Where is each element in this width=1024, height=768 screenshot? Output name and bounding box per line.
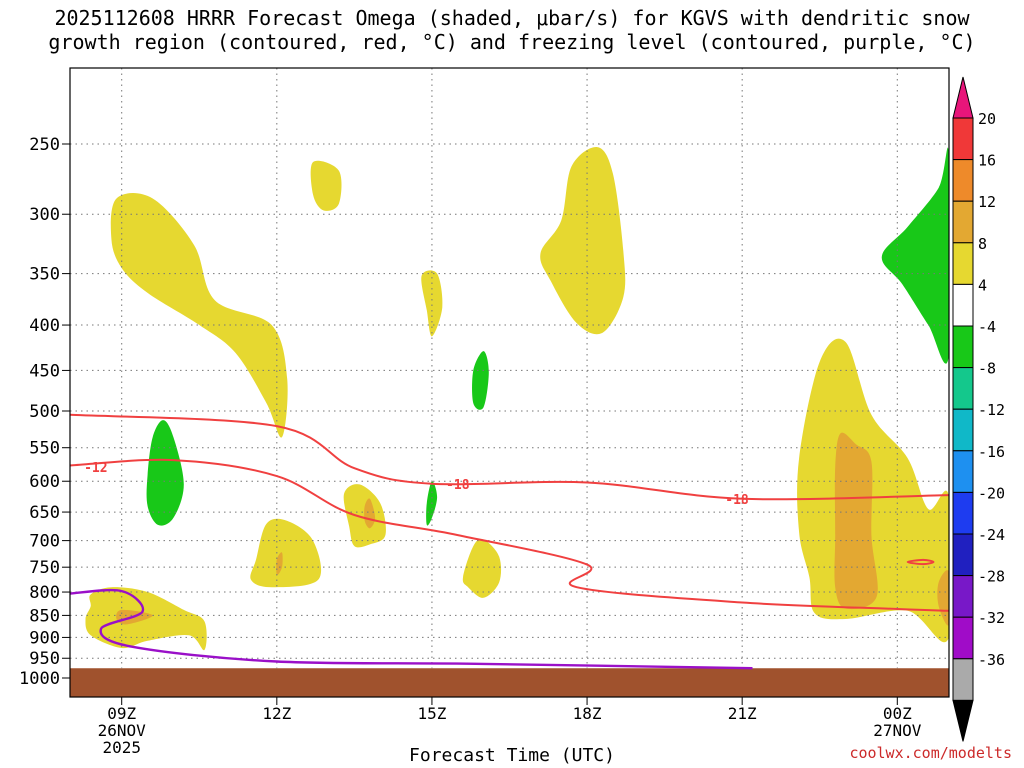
colorbar-band-13 [952, 616, 974, 660]
chart-title-line-2: growth region (contoured, red, °C) and f… [48, 30, 976, 54]
y-tick-label-850: 850 [29, 606, 60, 626]
colorbar-label-4: 4 [978, 276, 987, 294]
y-tick-label-350: 350 [29, 265, 60, 285]
colorbar-label-1: 16 [978, 152, 996, 170]
colorbar-band-7 [952, 367, 974, 410]
y-tick-label-650: 650 [29, 503, 60, 523]
colorbar-label-3: 8 [978, 235, 987, 253]
chart-title: 2025112608 HRRR Forecast Omega (shaded, … [0, 6, 1024, 54]
omega-region-10 [834, 432, 878, 610]
x-tick-label-16-1: 27NOV [873, 721, 922, 740]
y-tick-label-700: 700 [29, 532, 60, 552]
x-tick-label-7-0: 15Z [417, 704, 446, 723]
colorbar-bottom-arrow [952, 699, 974, 742]
y-tick-label-750: 750 [29, 558, 60, 578]
omega-region-16 [472, 351, 489, 410]
y-tick-label-600: 600 [29, 472, 60, 492]
y-tick-label-1000: 1000 [19, 669, 60, 689]
omega-region-1 [110, 193, 288, 438]
omega-region-18 [881, 147, 949, 364]
y-tick-label-900: 900 [29, 628, 60, 648]
colorbar-label-13: -36 [978, 651, 1005, 669]
omega-region-6 [250, 518, 322, 588]
omega-region-12 [276, 552, 283, 576]
omega-region-11 [364, 498, 376, 529]
colorbar-band-11 [952, 533, 974, 577]
dgz-contour-small-loop [906, 558, 935, 566]
dgz-contour-1 [70, 413, 949, 501]
colorbar-label-10: -24 [978, 526, 1005, 544]
x-tick-label-16-0: 00Z [883, 704, 912, 723]
colorbar-label-2: 12 [978, 193, 996, 211]
colorbar-label-12: -32 [978, 609, 1005, 627]
omega-region-7 [462, 538, 502, 598]
colorbar-band-3 [952, 200, 974, 244]
colorbar-band-12 [952, 575, 974, 618]
grid-layer [70, 68, 949, 669]
colorbar-label-9: -20 [978, 484, 1005, 502]
contour-label-3: -18 [725, 493, 749, 508]
colorbar-label-5: -4 [978, 318, 996, 336]
contour-layer: -12 -18 -18 [70, 413, 949, 670]
colorbar-band-14 [952, 658, 974, 701]
colorbar-band-6 [952, 325, 974, 369]
chart-title-line-1: 2025112608 HRRR Forecast Omega (shaded, … [54, 6, 970, 30]
y-tick-label-550: 550 [29, 439, 60, 459]
x-tick-label-1-1: 26NOV [98, 721, 147, 740]
colorbar-band-10 [952, 491, 974, 535]
freezing-level-contour [70, 588, 753, 670]
y-tick-label-250: 250 [29, 135, 60, 155]
colorbar-label-11: -28 [978, 568, 1005, 586]
colorbar-band-1 [952, 117, 974, 161]
colorbar-band-4 [952, 242, 974, 285]
x-axis-label: Forecast Time (UTC) [409, 745, 615, 766]
colorbar-band-8 [952, 408, 974, 452]
y-tick-label-950: 950 [29, 649, 60, 669]
ground-fill [70, 668, 949, 697]
ground-layer [70, 668, 949, 697]
omega-region-4 [540, 146, 626, 335]
omega-shading-layer [85, 146, 949, 651]
colorbar-label-7: -12 [978, 401, 1005, 419]
dgz-contour-2 [70, 458, 949, 612]
y-tick-label-400: 400 [29, 316, 60, 336]
colorbar-band-9 [952, 450, 974, 493]
y-tick-label-300: 300 [29, 205, 60, 225]
plot-frame [69, 67, 950, 698]
y-tick-label-800: 800 [29, 583, 60, 603]
omega-region-15 [146, 420, 184, 526]
contour-label-1: -12 [84, 461, 107, 476]
omega-region-3 [421, 270, 443, 337]
x-tick-label-10-0: 18Z [573, 704, 602, 723]
x-tick-label-13-0: 21Z [728, 704, 757, 723]
y-tick-label-500: 500 [29, 402, 60, 422]
x-tick-label-1-0: 09Z [107, 704, 136, 723]
pressure-axis: 2503003504004505005506006507007508008509… [19, 135, 70, 689]
x-tick-label-4-0: 12Z [262, 704, 291, 723]
omega-region-2 [310, 160, 342, 211]
x-tick-label-1-2: 2025 [102, 738, 141, 757]
colorbar-band-2 [952, 159, 974, 202]
colorbar-top-arrow [952, 76, 974, 119]
colorbar-band-5 [952, 283, 974, 327]
colorbar-label-0: 20 [978, 110, 996, 128]
contour-label-2: -18 [446, 478, 470, 493]
credit-text: coolwx.com/modelts [849, 744, 1012, 762]
colorbar-label-8: -16 [978, 443, 1005, 461]
colorbar-label-6: -8 [978, 360, 996, 378]
omega-colorbar: 20 16 12 8 4 -4 -8 -12 -16 -20 -24 -28 -32 -36 [952, 76, 1005, 742]
y-tick-label-450: 450 [29, 361, 60, 381]
